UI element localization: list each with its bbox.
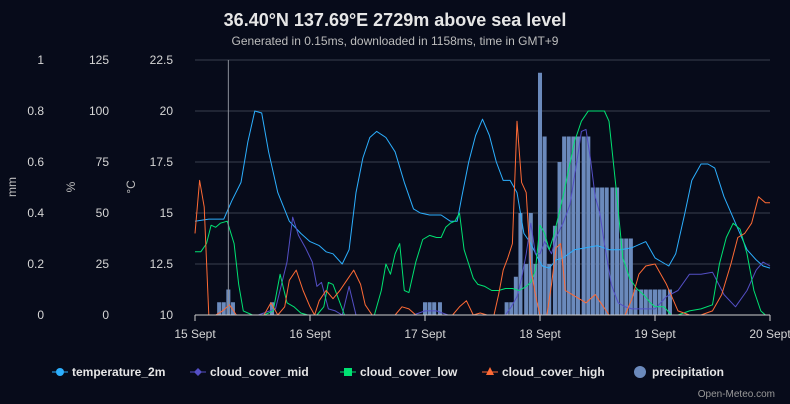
cloud_cover_low-line [195, 110, 770, 316]
cloud-tick-label: 100 [89, 104, 109, 118]
precipitation-bar [667, 289, 672, 315]
precip-tick-label: 0.8 [27, 104, 44, 118]
precipitation-bar [427, 302, 432, 315]
legend-item-cloud_cover_high[interactable]: cloud_cover_high [482, 365, 605, 379]
cloud-axis-label: % [64, 181, 78, 192]
cloud_cover_mid-line [195, 128, 771, 316]
precipitation-bar [557, 162, 562, 315]
legend-item-precipitation[interactable]: precipitation [634, 365, 724, 379]
precipitation-bar [590, 187, 595, 315]
chart-subtitle: Generated in 0.15ms, downloaded in 1158m… [232, 34, 559, 48]
temp-tick-label: 20 [160, 104, 174, 118]
precipitation-bar [437, 302, 442, 315]
precipitation-bar [504, 302, 509, 315]
precipitation-bar [657, 289, 662, 315]
precipitation-bar [639, 289, 644, 315]
precipitation-bar [524, 264, 529, 315]
y-axis-ticks: 0 0 10 0.2 25 12.5 0.4 50 15 0.6 75 17.5 0.8 100 20 1 12… [27, 53, 173, 322]
cloud-tick-label: 0 [102, 308, 109, 322]
chart-title: 36.40°N 137.69°E 2729m above sea level [224, 10, 567, 30]
precipitation-bar [552, 225, 557, 315]
precipitation-bar [586, 136, 591, 315]
cloud-tick-label: 25 [96, 257, 110, 271]
credit-link[interactable]: Open-Meteo.com [698, 389, 775, 400]
precipitation-bar [643, 289, 648, 315]
legend-label: cloud_cover_mid [210, 365, 309, 379]
precipitation-bar [662, 289, 667, 315]
legend-item-cloud_cover_low[interactable]: cloud_cover_low [340, 365, 458, 379]
precip-tick-label: 0.6 [27, 155, 44, 169]
precipitation-bar [566, 136, 571, 315]
precipitation-bar [432, 302, 437, 315]
precipitation-bar [628, 238, 633, 315]
precipitation-bar [571, 136, 576, 315]
x-tick-label: 20 Sept [749, 327, 790, 341]
precipitation-bar [230, 302, 235, 315]
precipitation-bar [600, 187, 605, 315]
legend-label: temperature_2m [72, 365, 165, 379]
line-series [194, 110, 771, 316]
precipitation-bar [633, 289, 638, 315]
precipitation-bar [537, 72, 543, 315]
legend-label: cloud_cover_high [502, 365, 605, 379]
grid [195, 59, 770, 265]
precipitation-bar [509, 302, 514, 315]
x-tick-label: 18 Sept [519, 327, 561, 341]
legend[interactable]: temperature_2m cloud_cover_mid cloud_cover… [52, 365, 724, 379]
x-axis-ticks: 15 Sept 16 Sept 17 Sept 18 Sept 19 Sept 20 Se… [174, 315, 790, 341]
precipitation-bar [221, 302, 226, 315]
cloud-tick-label: 125 [89, 53, 109, 67]
precipitation-bar [562, 136, 567, 315]
x-tick-label: 19 Sept [634, 327, 676, 341]
precipitation-bar [217, 302, 222, 315]
x-tick-label: 15 Sept [174, 327, 216, 341]
precip-tick-label: 0 [37, 308, 44, 322]
precipitation-bar [533, 264, 538, 315]
cloud-tick-label: 50 [96, 206, 110, 220]
precipitation-bar [619, 238, 624, 315]
precipitation-bar [624, 238, 629, 315]
precipitation-bar [604, 187, 609, 315]
precipitation-bar [513, 276, 518, 315]
temperature_2m-line [194, 110, 771, 269]
precipitation-bar [270, 302, 275, 315]
temp-tick-label: 22.5 [150, 53, 174, 67]
precipitation-bar [422, 302, 428, 315]
legend-symbol [634, 366, 646, 378]
precip-tick-label: 0.4 [27, 206, 44, 220]
precipitation-bar [542, 136, 547, 315]
legend-symbol [486, 367, 494, 375]
temp-axis-label: °C [124, 180, 138, 194]
precipitation-bar [518, 213, 523, 315]
legend-symbol [194, 368, 202, 376]
precipitation-bar [581, 136, 586, 315]
temp-tick-label: 15 [160, 206, 174, 220]
x-tick-label: 16 Sept [289, 327, 331, 341]
cloud-tick-label: 75 [96, 155, 110, 169]
temp-tick-label: 10 [160, 308, 174, 322]
precip-axis-label: mm [5, 177, 19, 197]
precipitation-bar [652, 289, 658, 315]
legend-item-cloud_cover_mid[interactable]: cloud_cover_mid [190, 365, 309, 379]
legend-label: precipitation [652, 365, 724, 379]
precip-tick-label: 1 [37, 53, 44, 67]
precipitation-bar [575, 136, 580, 315]
cloud_cover_high-line [194, 120, 770, 316]
precipitation-bar [595, 187, 600, 315]
precip-tick-label: 0.2 [27, 257, 44, 271]
temp-tick-label: 12.5 [150, 257, 174, 271]
legend-label: cloud_cover_low [360, 365, 458, 379]
precipitation-bar [615, 187, 620, 315]
x-tick-label: 17 Sept [404, 327, 446, 341]
precipitation-bar [547, 264, 552, 315]
temp-tick-label: 17.5 [150, 155, 174, 169]
legend-symbol [56, 368, 64, 376]
legend-symbol [344, 368, 352, 376]
precipitation-bar [610, 187, 615, 315]
legend-item-temperature_2m[interactable]: temperature_2m [52, 365, 165, 379]
